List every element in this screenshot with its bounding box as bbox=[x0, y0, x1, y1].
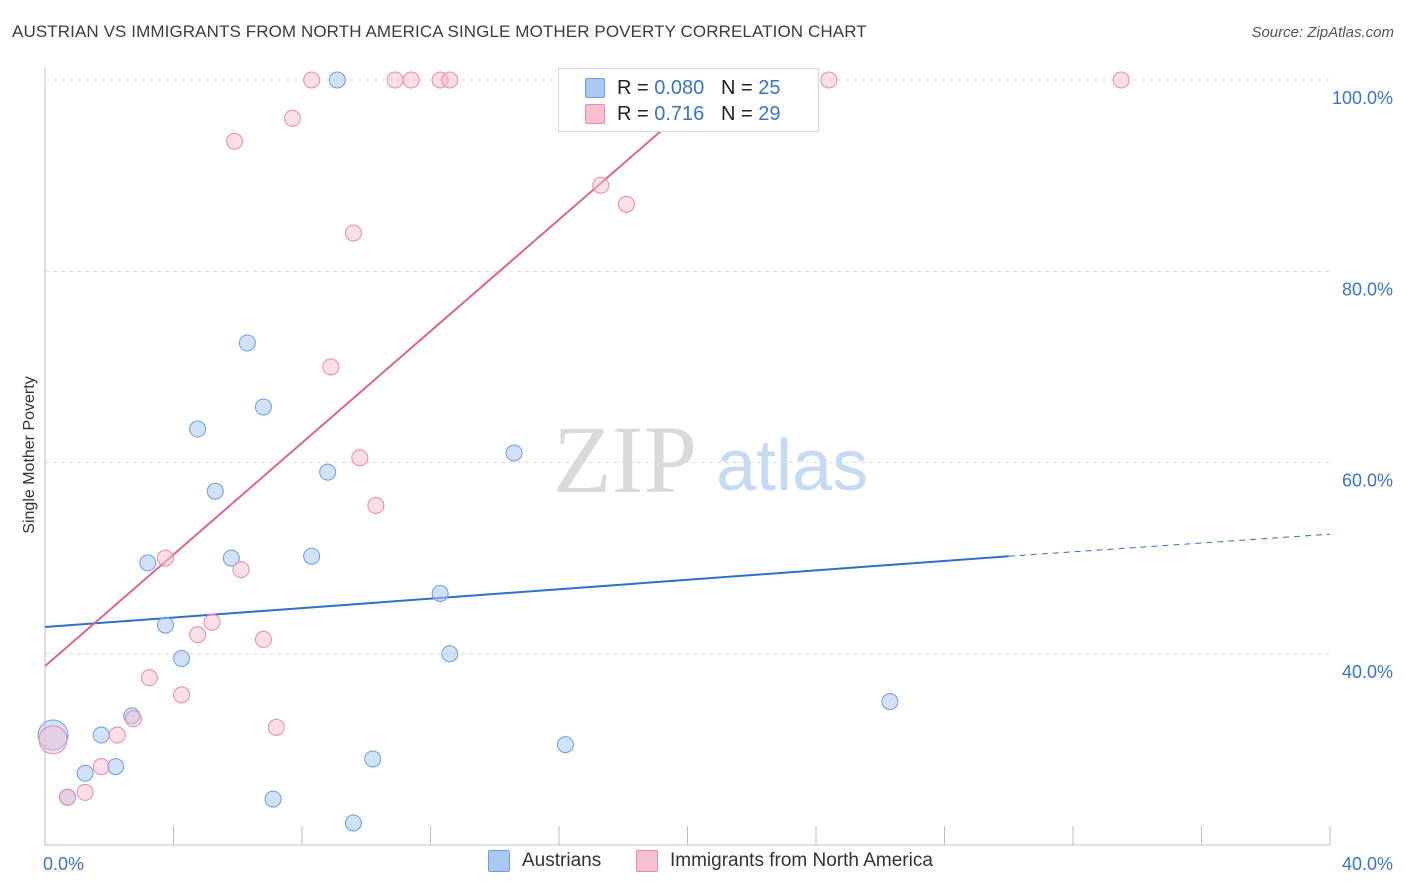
legend-r-label: R = bbox=[617, 102, 655, 125]
data-point-immigrants bbox=[156, 549, 174, 567]
y-axis-label: Single Mother Poverty bbox=[21, 376, 38, 533]
data-point-austrians bbox=[344, 814, 362, 832]
data-point-austrians bbox=[206, 482, 224, 500]
data-point-austrians bbox=[139, 554, 157, 572]
data-point-immigrants bbox=[140, 669, 158, 687]
data-point-austrians bbox=[364, 750, 382, 768]
y-tick-label: 40.0% bbox=[1342, 662, 1393, 682]
data-point-immigrants bbox=[820, 71, 838, 89]
data-point-immigrants bbox=[617, 195, 635, 213]
data-points bbox=[37, 71, 1130, 832]
data-point-immigrants bbox=[58, 788, 76, 806]
data-point-immigrants bbox=[124, 710, 142, 728]
data-point-immigrants bbox=[76, 783, 94, 801]
legend-r-value: 0.716 bbox=[654, 102, 705, 125]
data-point-immigrants bbox=[254, 630, 272, 648]
tick-labels: 40.0% 60.0% 80.0% 100.0% 0.0% 40.0% bbox=[43, 88, 1393, 874]
data-point-immigrants bbox=[1112, 71, 1130, 89]
bottom-legend: Austrians Immigrants from North America bbox=[0, 850, 1406, 878]
legend: R = 0.080 N = 25 R = 0.716 N = 29 bbox=[558, 68, 819, 132]
data-point-immigrants bbox=[92, 758, 110, 776]
y-tick-label: 60.0% bbox=[1342, 471, 1393, 491]
chart-title: AUSTRIAN VS IMMIGRANTS FROM NORTH AMERIC… bbox=[12, 22, 867, 41]
data-point-immigrants bbox=[386, 71, 404, 89]
data-point-austrians bbox=[505, 444, 523, 462]
x-tick-label: 40.0% bbox=[1342, 854, 1393, 874]
bottom-legend-label-immigrants: Immigrants from North America bbox=[670, 850, 933, 871]
legend-swatch-austrians bbox=[585, 78, 605, 98]
trend-line-austrians-extension bbox=[1008, 533, 1331, 557]
data-point-austrians bbox=[76, 764, 94, 782]
data-point-austrians bbox=[328, 71, 346, 89]
data-point-immigrants bbox=[232, 561, 250, 579]
data-point-austrians bbox=[173, 650, 191, 668]
data-point-austrians bbox=[556, 736, 574, 754]
data-point-immigrants bbox=[592, 176, 610, 194]
bottom-legend-immigrants: Immigrants from North America bbox=[636, 850, 933, 872]
legend-n-label: N = bbox=[720, 102, 759, 125]
data-point-austrians bbox=[156, 616, 174, 634]
data-point-immigrants bbox=[173, 686, 191, 704]
legend-swatch-immigrants bbox=[585, 104, 605, 124]
bottom-legend-austrians: Austrians bbox=[488, 850, 601, 872]
bottom-legend-swatch-austrians bbox=[488, 850, 510, 872]
data-point-austrians bbox=[189, 420, 207, 438]
data-point-immigrants bbox=[441, 71, 459, 89]
legend-r-value: 0.080 bbox=[654, 76, 705, 99]
data-point-immigrants bbox=[38, 725, 68, 755]
watermark: ZIP atlas bbox=[553, 406, 868, 513]
data-point-austrians bbox=[264, 790, 282, 808]
data-point-immigrants bbox=[351, 449, 369, 467]
data-point-immigrants bbox=[108, 726, 126, 744]
watermark-zip: ZIP bbox=[553, 406, 697, 513]
data-point-immigrants bbox=[226, 132, 244, 150]
trend-line-austrians bbox=[44, 555, 1009, 628]
data-point-immigrants bbox=[303, 71, 321, 89]
data-point-austrians bbox=[254, 398, 272, 416]
legend-n-value: 29 bbox=[758, 102, 781, 125]
legend-n-label: N = bbox=[720, 76, 759, 99]
data-point-austrians bbox=[319, 463, 337, 481]
data-point-immigrants bbox=[203, 613, 221, 631]
data-point-austrians bbox=[431, 585, 449, 603]
data-point-immigrants bbox=[189, 626, 207, 644]
x-tick-label: 0.0% bbox=[43, 854, 84, 874]
legend-r-label: R = bbox=[617, 76, 655, 99]
y-tick-label: 80.0% bbox=[1342, 279, 1393, 299]
watermark-atlas: atlas bbox=[716, 426, 868, 506]
trend-lines bbox=[44, 79, 1331, 667]
y-tick-label: 100.0% bbox=[1332, 88, 1393, 108]
legend-n-value: 25 bbox=[758, 76, 781, 99]
data-point-austrians bbox=[441, 645, 459, 663]
data-point-austrians bbox=[92, 726, 110, 744]
data-point-austrians bbox=[303, 547, 321, 565]
data-point-immigrants bbox=[267, 718, 285, 736]
data-point-immigrants bbox=[322, 358, 340, 376]
data-point-austrians bbox=[107, 758, 125, 776]
source-label: Source: ZipAtlas.com bbox=[1251, 24, 1394, 41]
data-point-immigrants bbox=[402, 71, 420, 89]
axes bbox=[44, 68, 1331, 846]
data-point-immigrants bbox=[367, 497, 385, 515]
data-point-austrians bbox=[881, 693, 899, 711]
data-point-austrians bbox=[222, 549, 240, 567]
bottom-legend-label-austrians: Austrians bbox=[522, 850, 602, 871]
trend-line-immigrants bbox=[44, 79, 721, 667]
data-point-austrians bbox=[238, 334, 256, 352]
bottom-legend-swatch-immigrants bbox=[636, 850, 658, 872]
data-point-immigrants bbox=[344, 224, 362, 242]
data-point-immigrants bbox=[283, 109, 301, 127]
